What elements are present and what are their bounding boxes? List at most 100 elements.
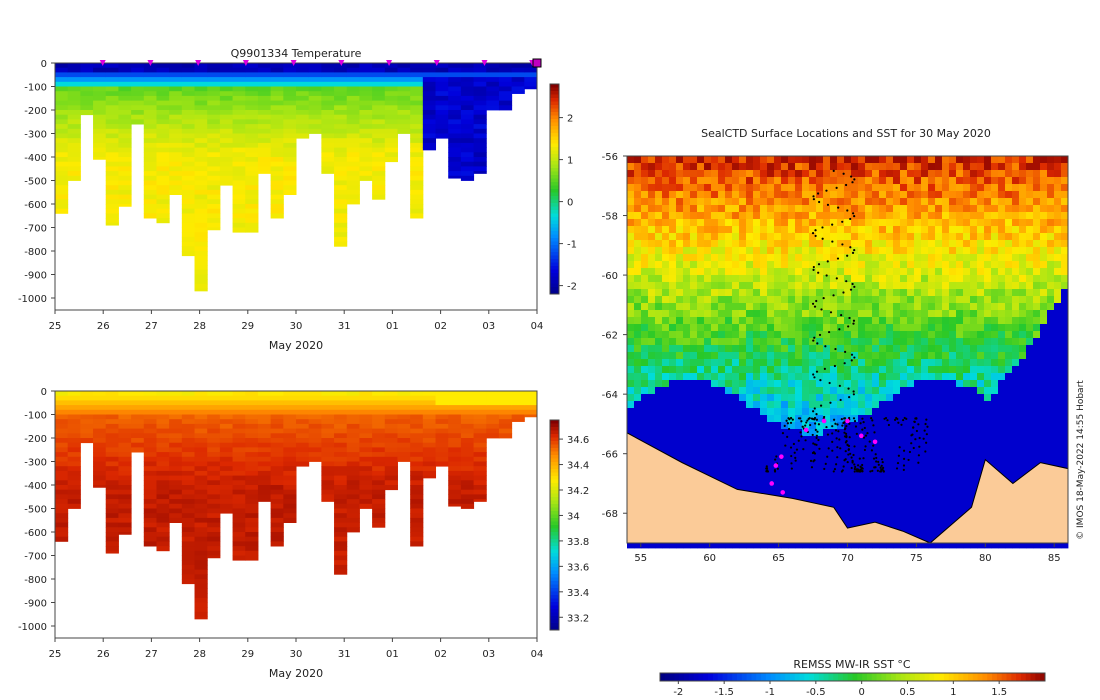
sst-cell [767,443,775,451]
section-cell [156,517,170,523]
sst-cell [725,401,733,409]
section-cell [257,485,272,491]
sst-cell [921,352,929,360]
sst-cell [718,282,726,290]
section-cell [194,119,208,125]
section-cell [283,128,297,134]
sst-cell [753,317,761,325]
section-cell [473,119,487,125]
sst-cell [984,254,992,262]
section-cell [384,100,398,106]
section-cell [448,452,462,458]
section-cell [219,161,234,167]
section-cell [486,419,500,425]
section-cell [80,63,94,69]
sst-cell [970,401,978,409]
sst-cell [809,289,817,297]
sst-cell [781,170,789,178]
sst-cell [683,324,691,332]
colorbar-tick-label: 34.2 [567,486,589,497]
sst-cell [655,177,663,185]
section-cell [232,72,246,78]
section-cell [232,166,246,172]
section-cell [334,161,348,167]
sst-cell [781,338,789,346]
sst-cell [676,380,684,388]
sst-cell [739,317,747,325]
section-cell [283,91,297,97]
sst-cell [823,261,831,269]
section-cell [321,138,335,144]
section-cell [105,423,119,429]
sst-cell [1019,170,1027,178]
section-cell [156,213,170,219]
sst-cell [1040,359,1048,367]
sst-cell [956,450,964,458]
sst-cell [949,268,957,276]
sst-cell [704,233,712,241]
sst-cell [711,198,719,206]
sst-cell [746,429,754,437]
section-cell [473,133,487,139]
sst-cell [788,240,796,248]
section-cell [232,550,246,556]
section-cell [232,541,246,547]
sst-cell [1040,443,1048,451]
section-cell [524,400,538,406]
section-cell [207,189,221,195]
sst-cell [928,163,936,171]
section-cell [181,175,196,181]
sst-cell [844,373,852,381]
sst-cell [634,156,642,164]
sst-cell [844,212,852,220]
section-cell [181,227,196,233]
y-tick-label: -800 [24,247,47,258]
sst-cell [900,380,908,388]
sst-cell [837,429,845,437]
section-cell [511,419,525,422]
section-cell [105,508,119,514]
section-cell [283,72,297,78]
sst-cell [669,254,677,262]
sst-cell [1061,233,1069,241]
section-cell [207,105,221,111]
sst-cell [956,401,964,409]
sst-cell [914,331,922,339]
sst-cell [1033,422,1041,430]
section-cell [270,105,284,111]
section-cell [67,95,81,101]
sst-cell [991,240,999,248]
sst-cell [858,359,866,367]
sst-cell [963,317,971,325]
section-cell [143,470,157,476]
section-cell [169,110,183,116]
sst-cell [718,156,726,164]
sst-cell [970,268,978,276]
section-cell [232,475,246,481]
section-cell [156,218,170,224]
section-cell [245,433,259,439]
sst-cell [704,226,712,234]
section-cell [169,157,183,163]
sst-cell [676,198,684,206]
section-cell [334,499,348,505]
sst-cell [963,156,971,164]
sst-cell [977,380,985,388]
section-cell [169,175,183,181]
sst-cell [746,457,754,465]
sst-cell [662,226,670,234]
sst-cell [823,303,831,311]
section-cell [270,91,284,97]
section-cell [156,485,170,491]
colorbar-swatch [550,259,559,263]
section-cell [460,142,475,148]
section-cell [55,485,69,491]
sst-cell [900,394,908,402]
section-cell [207,166,221,172]
section-cell [410,128,424,134]
section-cell [207,91,221,97]
sst-cell [865,191,873,199]
sst-cell [886,261,894,269]
sst-cell [795,331,803,339]
sst-cell [830,219,838,227]
